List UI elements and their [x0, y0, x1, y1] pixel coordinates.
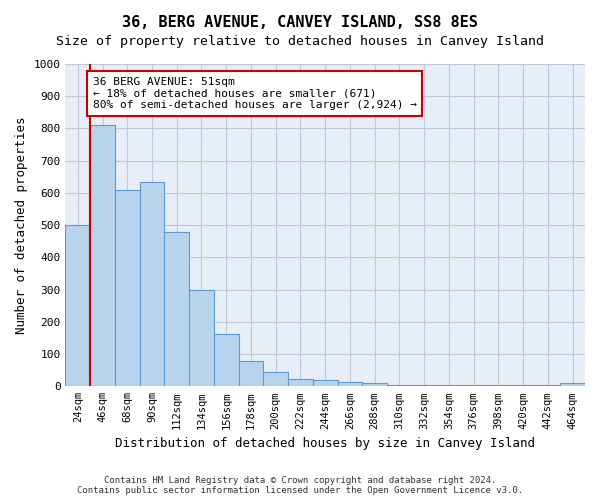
Text: Size of property relative to detached houses in Canvey Island: Size of property relative to detached ho…: [56, 35, 544, 48]
Text: 36, BERG AVENUE, CANVEY ISLAND, SS8 8ES: 36, BERG AVENUE, CANVEY ISLAND, SS8 8ES: [122, 15, 478, 30]
Bar: [263, 372, 288, 386]
Bar: [115, 190, 140, 386]
Bar: [461, 385, 486, 386]
Bar: [214, 334, 239, 386]
Bar: [140, 182, 164, 386]
Bar: [313, 380, 338, 386]
Bar: [437, 385, 461, 386]
Bar: [239, 361, 263, 386]
Bar: [164, 232, 189, 386]
X-axis label: Distribution of detached houses by size in Canvey Island: Distribution of detached houses by size …: [115, 437, 535, 450]
Y-axis label: Number of detached properties: Number of detached properties: [15, 116, 28, 334]
Bar: [90, 125, 115, 386]
Bar: [362, 383, 387, 386]
Bar: [486, 385, 511, 386]
Bar: [288, 379, 313, 386]
Bar: [65, 225, 90, 386]
Text: 36 BERG AVENUE: 51sqm
← 18% of detached houses are smaller (671)
80% of semi-det: 36 BERG AVENUE: 51sqm ← 18% of detached …: [92, 77, 416, 110]
Bar: [338, 382, 362, 386]
Bar: [560, 383, 585, 386]
Bar: [189, 290, 214, 386]
Bar: [412, 385, 437, 386]
Bar: [536, 385, 560, 386]
Bar: [387, 385, 412, 386]
Bar: [511, 385, 536, 386]
Text: Contains HM Land Registry data © Crown copyright and database right 2024.
Contai: Contains HM Land Registry data © Crown c…: [77, 476, 523, 495]
